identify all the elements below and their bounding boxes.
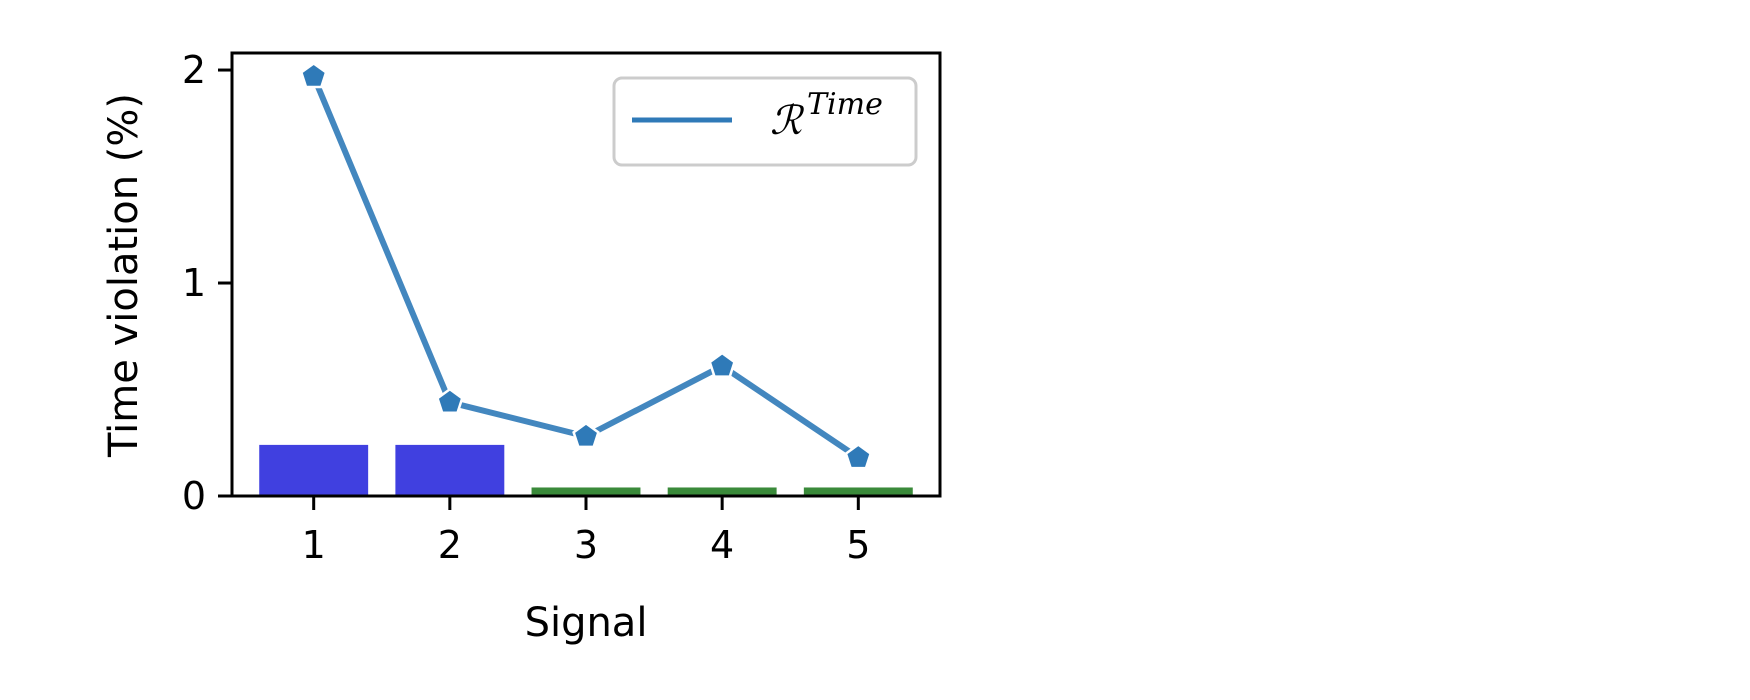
bar-3 xyxy=(531,487,641,496)
data-point-3 xyxy=(572,421,600,449)
data-point-5 xyxy=(844,443,873,470)
x-tick-label-4: 4 xyxy=(710,523,734,567)
data-point-1 xyxy=(299,61,328,89)
y-axis-label: Time violation (%) xyxy=(101,93,147,458)
ticks-layer: 0 1 2 1 2 3 4 5 xyxy=(182,48,871,567)
x-tick-label-1: 1 xyxy=(302,523,326,567)
x-tick-label-3: 3 xyxy=(574,523,598,567)
y-tick-label-0: 0 xyxy=(182,474,206,518)
legend-box xyxy=(612,76,918,167)
legend-label: ℛ Time xyxy=(770,87,883,144)
y-tick-label-1: 1 xyxy=(182,261,206,305)
x-tick-label-2: 2 xyxy=(438,523,462,567)
x-axis-label: Signal xyxy=(525,600,648,646)
markers-layer xyxy=(299,61,873,470)
bar-1 xyxy=(259,444,369,496)
y-tick-label-2: 2 xyxy=(182,48,206,92)
x-tick-label-5: 5 xyxy=(846,523,870,567)
bar-5 xyxy=(803,487,913,496)
data-point-2 xyxy=(436,387,464,415)
legend: ℛ Time xyxy=(612,76,918,167)
bar-2 xyxy=(395,444,505,496)
bar-4 xyxy=(667,487,777,496)
data-point-4 xyxy=(708,351,736,378)
bars-layer xyxy=(259,444,913,496)
legend-label-main: ℛ xyxy=(770,98,805,144)
legend-label-sup: Time xyxy=(807,87,883,122)
